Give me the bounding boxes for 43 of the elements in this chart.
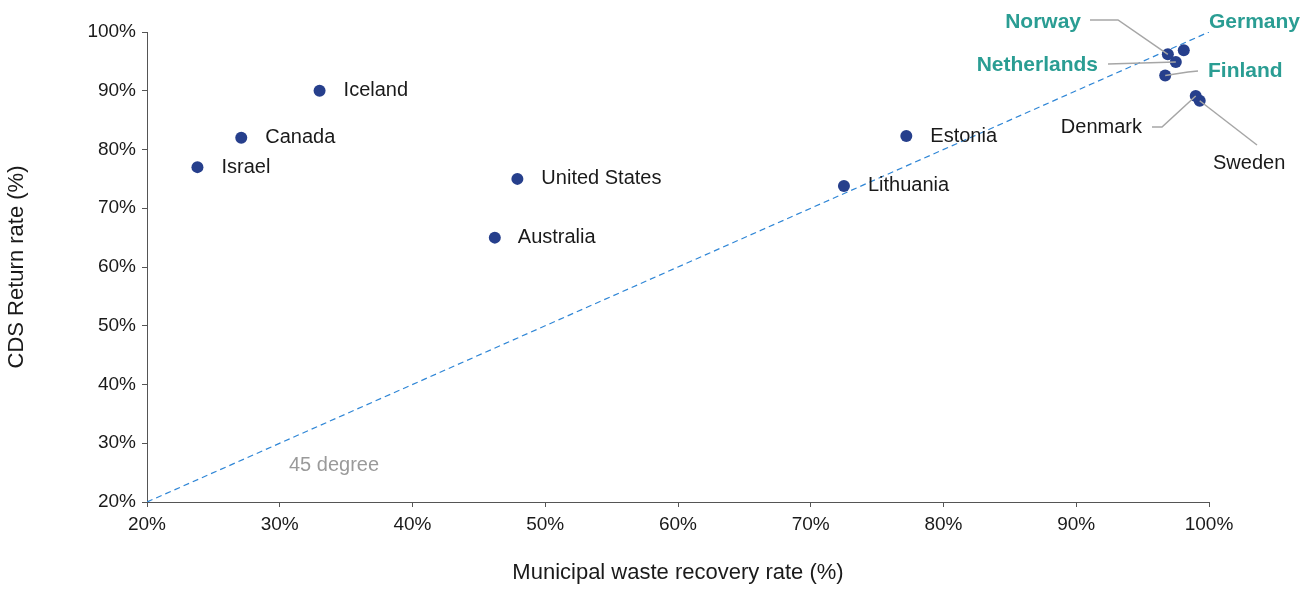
point [837, 179, 850, 192]
x-tick-label: 70% [791, 512, 830, 534]
y-tick-label: 50% [97, 313, 137, 335]
text: Norway [1005, 8, 1082, 32]
point [488, 231, 501, 244]
x-tick-label: 60% [658, 512, 698, 534]
series-label: Israel [221, 154, 271, 177]
series-label: Australia [517, 225, 597, 248]
point [191, 161, 204, 174]
x-tick-label: 20% [127, 512, 167, 534]
series-label: Finland [1208, 57, 1283, 81]
x-axis-title: Municipal waste recovery rate (%) [512, 558, 844, 584]
point [1177, 44, 1190, 57]
point [235, 131, 248, 144]
point [313, 84, 326, 97]
y-tick-label: 90% [97, 78, 137, 100]
text: Sweden [1213, 150, 1286, 173]
series-label: Canada [265, 125, 337, 148]
y-tick-label: 30% [97, 431, 137, 453]
y-tick-label: 40% [97, 372, 137, 394]
y-tick-label: 80% [97, 137, 137, 159]
point [900, 129, 913, 142]
point [1189, 90, 1202, 103]
point [511, 172, 524, 185]
y-axis-title: CDS Return rate (%) [3, 165, 29, 369]
series-label: Lithuania [867, 173, 950, 196]
annotation: 45 degree [288, 452, 380, 475]
text: Denmark [1060, 114, 1143, 137]
x-tick-label: 90% [1057, 512, 1096, 534]
y-tick-label: 20% [97, 490, 137, 512]
series-label: Estonia [930, 123, 998, 146]
x-tick-label: 80% [924, 512, 963, 534]
series-label: United States [541, 166, 662, 189]
y-tick-label: 60% [97, 255, 137, 277]
x-tick-label: 50% [526, 512, 565, 534]
series-label: Iceland [343, 78, 409, 101]
y-tick-label: 70% [97, 196, 137, 218]
text: Netherlands [976, 51, 1098, 75]
y-tick-label: 100% [87, 20, 137, 42]
x-tick-label: 30% [260, 512, 299, 534]
x-tick-label: 100% [1184, 512, 1234, 534]
series-label: Germany [1208, 8, 1301, 32]
x-tick-label: 40% [393, 512, 432, 534]
